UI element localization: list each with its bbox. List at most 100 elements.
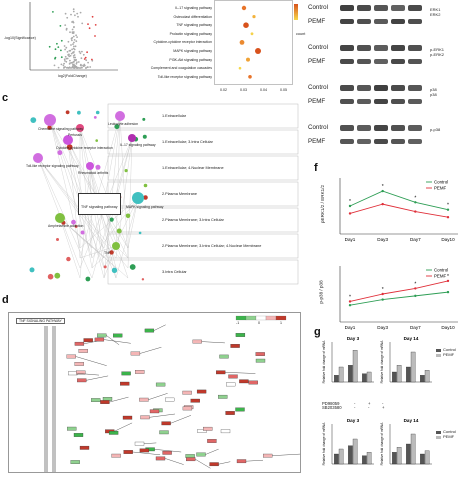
go-row bbox=[107, 129, 299, 155]
volcano-point bbox=[67, 40, 70, 43]
western-blots: Control PEMF ERK1 ERK2 Control PEMF p-ERK1 p-ER… bbox=[300, 0, 474, 160]
kegg-map-gene-box bbox=[122, 415, 133, 420]
network-gene-node bbox=[74, 225, 78, 228]
g-sb-3: + bbox=[382, 405, 385, 410]
g-bar bbox=[410, 433, 416, 465]
network-pathway-node bbox=[33, 153, 43, 163]
g-legend2-swatch-control bbox=[436, 430, 441, 434]
line-legend-label: Control bbox=[434, 268, 448, 273]
network-edge bbox=[79, 197, 139, 249]
network-gene-node bbox=[141, 278, 145, 281]
kegg-pathway-label: Toll-like receptor signaling pathway bbox=[157, 74, 212, 79]
volcano-point bbox=[79, 52, 82, 55]
kegg-map-gene-box bbox=[73, 433, 84, 437]
g-bar-chart: Day 3 Relative fold change of mRNA bbox=[322, 416, 378, 474]
go-term-label: 1.Extracellular; 4.Nuclear Membrane bbox=[162, 166, 224, 170]
volcano-point bbox=[73, 48, 76, 51]
kegg-map-gene-box bbox=[149, 409, 160, 414]
kegg-map-gene-box bbox=[108, 430, 119, 435]
network-edge bbox=[49, 119, 93, 259]
g-bar bbox=[362, 373, 367, 383]
kegg-map-gene-box bbox=[192, 339, 202, 344]
go-term-label: 1.Extracellular; 3.Intra Cellular bbox=[162, 140, 213, 144]
line-xtick: Day10 bbox=[441, 237, 455, 242]
kegg-map-gene-box bbox=[113, 333, 123, 338]
volcano-point bbox=[53, 64, 56, 67]
kegg-map-gene-box bbox=[228, 374, 238, 379]
network-pathway-node bbox=[63, 135, 73, 145]
g-chart-ylabel: Relative fold change of mRNA bbox=[380, 340, 384, 384]
volcano-point bbox=[74, 14, 76, 17]
kegg-map-gene-box bbox=[216, 370, 226, 375]
g-bar bbox=[420, 453, 425, 465]
panel-label-d: d bbox=[2, 294, 9, 306]
kegg-map-edge bbox=[245, 460, 264, 462]
network-gene-node bbox=[47, 125, 52, 130]
kegg-map-edge bbox=[86, 375, 109, 381]
g-legend2-pemf: PEMF bbox=[443, 434, 455, 439]
kegg-xtick: 0.04 bbox=[260, 88, 267, 92]
network-gene-node bbox=[56, 238, 59, 241]
line-legend-label: Control bbox=[434, 180, 448, 185]
kegg-map-edge bbox=[205, 448, 219, 455]
g-bar bbox=[338, 366, 344, 383]
g-legend-control: Control bbox=[443, 347, 456, 352]
line-point bbox=[381, 292, 384, 296]
line-point bbox=[446, 208, 450, 211]
blot-band bbox=[391, 5, 405, 11]
volcano-point bbox=[73, 56, 75, 59]
line-sig-marker: * bbox=[382, 184, 384, 190]
g-bar bbox=[406, 366, 411, 383]
kegg-map-gene-box bbox=[102, 397, 113, 401]
volcano-point bbox=[74, 59, 76, 61]
volcano-point bbox=[65, 57, 68, 60]
volcano-point bbox=[68, 66, 71, 69]
network-edge bbox=[91, 115, 121, 269]
g-sb-1: - bbox=[354, 405, 356, 410]
volcano-point bbox=[72, 20, 74, 23]
network-gene-node bbox=[30, 117, 37, 123]
network-pathway-box-label: TNF signaling pathway bbox=[81, 205, 118, 209]
volcano-point bbox=[74, 65, 77, 68]
g-chart-title: Day 14 bbox=[404, 336, 419, 341]
network-gene-node bbox=[95, 110, 100, 115]
line-xtick: Day7 bbox=[410, 237, 421, 242]
kegg-map-gene-box bbox=[134, 441, 145, 446]
g-bar bbox=[362, 455, 367, 465]
kegg-map-scale-step bbox=[255, 315, 267, 321]
g-pd-1: - bbox=[354, 401, 356, 406]
go-row bbox=[107, 259, 299, 285]
go-row bbox=[107, 207, 299, 233]
kegg-map-gene-box bbox=[197, 429, 207, 433]
kegg-map-title: TNF SIGNALING PATHWAY bbox=[16, 318, 65, 324]
g-bar bbox=[352, 350, 358, 383]
kegg-dot bbox=[248, 75, 252, 79]
volcano-point bbox=[48, 45, 51, 48]
volcano-point bbox=[70, 13, 72, 16]
volcano-point bbox=[73, 26, 75, 28]
volcano-point bbox=[56, 42, 58, 45]
network-gene-node bbox=[66, 256, 71, 262]
f2-ylabel: p-p38 / p38 bbox=[318, 280, 324, 304]
g-legend2-swatch-pemf bbox=[436, 435, 441, 439]
kegg-dot bbox=[255, 48, 261, 54]
network-edge bbox=[37, 157, 105, 249]
kegg-map-gene-box bbox=[182, 390, 192, 395]
kegg-map-gene-box bbox=[203, 426, 213, 431]
volcano-point bbox=[82, 53, 85, 56]
volcano-point bbox=[71, 66, 74, 69]
network-node-label: Cytokine-cytokine receptor interaction bbox=[56, 146, 113, 150]
kegg-map-gene-box bbox=[139, 397, 149, 402]
kegg-map: TNF SIGNALING PATHWAY -1 0 1 bbox=[8, 312, 304, 474]
kegg-map-gene-box bbox=[155, 456, 166, 461]
line-sig-marker: * bbox=[447, 274, 449, 280]
kegg-map-edge bbox=[149, 413, 176, 418]
line-legend-label: PEMF bbox=[434, 274, 447, 279]
kegg-map-gene-box bbox=[255, 358, 266, 363]
blot-protein-label-2: p38 bbox=[430, 91, 437, 97]
blot-band bbox=[391, 139, 405, 144]
g-bar bbox=[420, 375, 425, 383]
kegg-map-gene-box bbox=[196, 389, 207, 394]
g-sb-label: SB203580 bbox=[322, 405, 342, 410]
panel-label-c: c bbox=[2, 92, 9, 104]
